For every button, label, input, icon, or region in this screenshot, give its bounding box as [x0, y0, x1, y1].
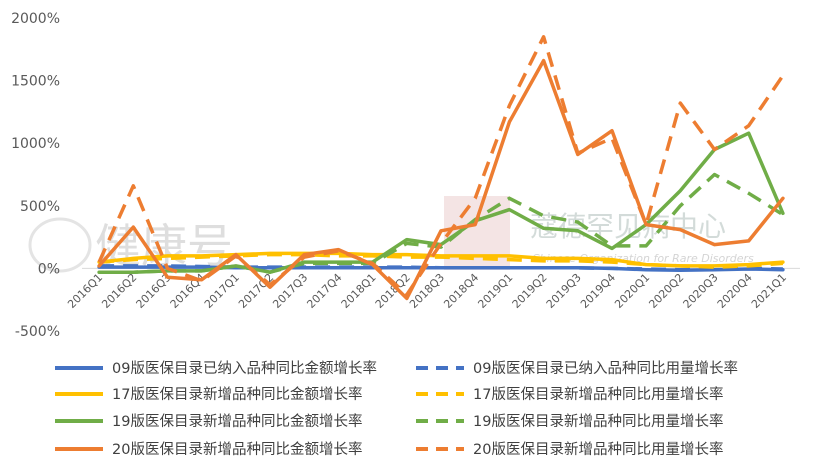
x-tick-label: 2017Q2	[236, 271, 276, 311]
x-tick-label: 2021Q1	[749, 271, 789, 311]
y-tick-label: 500%	[20, 199, 60, 215]
legend-label: 19版医保目录新增品种同比用量增长率	[473, 413, 723, 430]
legend-label: 17版医保目录新增品种同比金额增长率	[112, 386, 362, 403]
y-tick-label: 0%	[38, 261, 60, 277]
legend-label: 09版医保目录已纳入品种同比用量增长率	[473, 360, 738, 377]
legend: 09版医保目录已纳入品种同比金额增长率 09版医保目录已纳入品种同比用量增长率 17…	[55, 360, 738, 458]
x-tick-label: 2019Q3	[544, 271, 584, 311]
x-tick-label: 2018Q1	[339, 271, 379, 311]
x-tick-label: 2017Q3	[270, 271, 310, 311]
x-tick-label: 2019Q4	[578, 271, 618, 311]
x-tick-label: 2020Q4	[715, 271, 755, 311]
x-tick-label: 2020Q1	[612, 271, 652, 311]
series-lines	[97, 35, 785, 301]
x-tick-label: 2018Q4	[441, 271, 481, 311]
x-tick-label: 2018Q3	[407, 271, 447, 311]
watermark-logo-icon	[28, 217, 92, 273]
x-tick-label: 2019Q2	[510, 271, 550, 311]
y-axis: 2000% 1500% 1000% 500% 0% -500%	[11, 11, 60, 340]
legend-label: 09版医保目录已纳入品种同比金额增长率	[112, 360, 377, 377]
x-tick-label: 2017Q4	[304, 271, 344, 311]
legend-label: 17版医保目录新增品种同比用量增长率	[473, 386, 723, 403]
series-line-8	[97, 35, 785, 297]
series-line-2	[99, 264, 783, 272]
series-line-6	[99, 172, 784, 274]
legend-label: 20版医保目录新增品种同比用量增长率	[473, 441, 723, 458]
y-tick-label: 2000%	[11, 11, 60, 27]
x-tick-label: 2020Q2	[646, 271, 686, 311]
series-line-4	[98, 252, 784, 269]
legend-label: 20版医保目录新增品种同比金额增长率	[112, 441, 362, 458]
y-tick-label: -500%	[15, 324, 60, 340]
x-tick-label: 2019Q1	[475, 271, 515, 311]
watermark-seal-icon	[444, 196, 510, 270]
y-tick-label: 1500%	[11, 74, 60, 90]
x-tick-label: 2016Q1	[65, 271, 105, 311]
y-tick-label: 1000%	[11, 136, 60, 152]
x-tick-label: 2020Q3	[681, 271, 721, 311]
x-tick-label: 2016Q2	[99, 271, 139, 311]
watermark-right: 蔻德罕见病中心 Chinese Organization for Rare Di…	[444, 196, 754, 270]
x-tick-label: 2018Q2	[373, 271, 413, 311]
legend-label: 19版医保目录新增品种同比金额增长率	[112, 413, 362, 430]
